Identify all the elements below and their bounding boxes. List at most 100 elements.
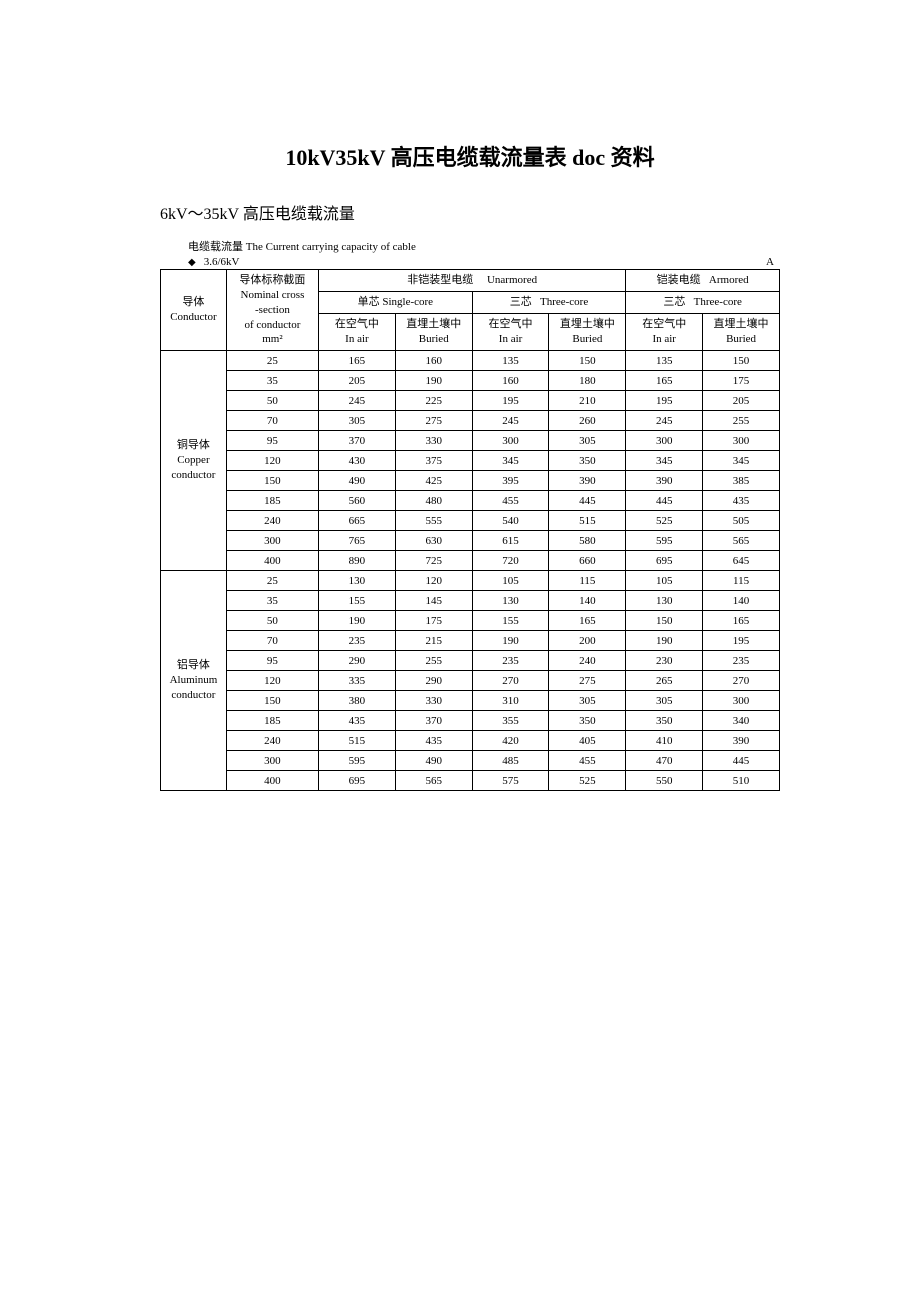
table-cell: 150 [626, 611, 703, 631]
table-cell: 95 [226, 431, 318, 451]
table-cell: 425 [395, 471, 472, 491]
table-cell: 290 [395, 671, 472, 691]
table-cell: 345 [626, 451, 703, 471]
table-cell: 190 [472, 631, 549, 651]
table-cell: 115 [549, 571, 626, 591]
table-cell: 130 [319, 571, 396, 591]
table-cell: 565 [703, 531, 780, 551]
table-cell: 435 [395, 731, 472, 751]
header-unarmored: 非铠装型电缆 Unarmored [319, 270, 626, 292]
table-cell: 515 [319, 731, 396, 751]
table-cell: 205 [319, 371, 396, 391]
table-cell: 235 [703, 651, 780, 671]
table-cell: 25 [226, 351, 318, 371]
table-row: 240515435420405410390 [161, 731, 780, 751]
table-row: 400695565575525550510 [161, 771, 780, 791]
conductor-label: 铜导体Copperconductor [161, 351, 227, 571]
table-cell: 245 [626, 411, 703, 431]
table-cell: 305 [549, 691, 626, 711]
table-cell: 505 [703, 511, 780, 531]
table-cell: 300 [226, 531, 318, 551]
table-cell: 155 [319, 591, 396, 611]
table-cell: 150 [226, 691, 318, 711]
table-row: 300765630615580595565 [161, 531, 780, 551]
table-cell: 385 [703, 471, 780, 491]
table-cell: 235 [472, 651, 549, 671]
table-cell: 190 [626, 631, 703, 651]
table-cell: 340 [703, 711, 780, 731]
table-cell: 355 [472, 711, 549, 731]
table-cell: 135 [626, 351, 703, 371]
table-cell: 480 [395, 491, 472, 511]
table-cell: 195 [472, 391, 549, 411]
table-row: 400890725720660695645 [161, 551, 780, 571]
table-cell: 165 [626, 371, 703, 391]
table-row: 95370330300305300300 [161, 431, 780, 451]
table-cell: 235 [319, 631, 396, 651]
table-cell: 130 [472, 591, 549, 611]
table-cell: 105 [472, 571, 549, 591]
header-buried-1: 直埋土壤中Buried [395, 314, 472, 351]
table-cell: 300 [703, 691, 780, 711]
header-buried-3: 直埋土壤中Buried [703, 314, 780, 351]
voltage-unit-row: ◆ 3.6/6kV A [188, 256, 774, 268]
table-cell: 175 [703, 371, 780, 391]
table-cell: 485 [472, 751, 549, 771]
table-cell: 335 [319, 671, 396, 691]
table-cell: 300 [703, 431, 780, 451]
table-cell: 430 [319, 451, 396, 471]
table-cell: 150 [703, 351, 780, 371]
table-cell: 150 [549, 351, 626, 371]
table-cell: 210 [549, 391, 626, 411]
table-row: 120430375345350345345 [161, 451, 780, 471]
table-cell: 160 [395, 351, 472, 371]
table-cell: 660 [549, 551, 626, 571]
table-cell: 105 [626, 571, 703, 591]
table-cell: 445 [549, 491, 626, 511]
table-cell: 305 [549, 431, 626, 451]
table-cell: 275 [549, 671, 626, 691]
table-cell: 160 [472, 371, 549, 391]
table-cell: 720 [472, 551, 549, 571]
table-row: 铜导体Copperconductor25165160135150135150 [161, 351, 780, 371]
table-cell: 265 [626, 671, 703, 691]
table-row: 50190175155165150165 [161, 611, 780, 631]
table-cell: 300 [472, 431, 549, 451]
header-inair-2: 在空气中In air [472, 314, 549, 351]
table-cell: 155 [472, 611, 549, 631]
table-cell: 245 [319, 391, 396, 411]
table-cell: 390 [703, 731, 780, 751]
header-three-core-1: 三芯 Three-core [472, 292, 626, 314]
table-row: 铝导体Aluminumconductor25130120105115105115 [161, 571, 780, 591]
cable-table: 导体 Conductor 导体标称截面 Nominal cross -secti… [160, 269, 780, 791]
table-cell: 175 [395, 611, 472, 631]
header-inair-1: 在空气中In air [319, 314, 396, 351]
table-cell: 150 [226, 471, 318, 491]
table-cell: 50 [226, 611, 318, 631]
table-cell: 345 [472, 451, 549, 471]
table-row: 95290255235240230235 [161, 651, 780, 671]
table-cell: 540 [472, 511, 549, 531]
header-conductor: 导体 Conductor [161, 270, 227, 351]
table-cell: 305 [626, 691, 703, 711]
table-cell: 230 [626, 651, 703, 671]
table-cell: 35 [226, 371, 318, 391]
table-cell: 350 [549, 711, 626, 731]
table-cell: 270 [472, 671, 549, 691]
table-cell: 145 [395, 591, 472, 611]
table-row: 70305275245260245255 [161, 411, 780, 431]
table-cell: 665 [319, 511, 396, 531]
table-cell: 120 [226, 671, 318, 691]
table-cell: 695 [626, 551, 703, 571]
page-title: 10kV35kV 高压电缆载流量表 doc 资料 [160, 140, 780, 172]
table-cell: 195 [626, 391, 703, 411]
table-cell: 35 [226, 591, 318, 611]
table-cell: 165 [319, 351, 396, 371]
table-cell: 330 [395, 431, 472, 451]
table-cell: 455 [549, 751, 626, 771]
table-cell: 435 [703, 491, 780, 511]
table-cell: 95 [226, 651, 318, 671]
table-cell: 185 [226, 491, 318, 511]
table-cell: 50 [226, 391, 318, 411]
table-cell: 350 [626, 711, 703, 731]
